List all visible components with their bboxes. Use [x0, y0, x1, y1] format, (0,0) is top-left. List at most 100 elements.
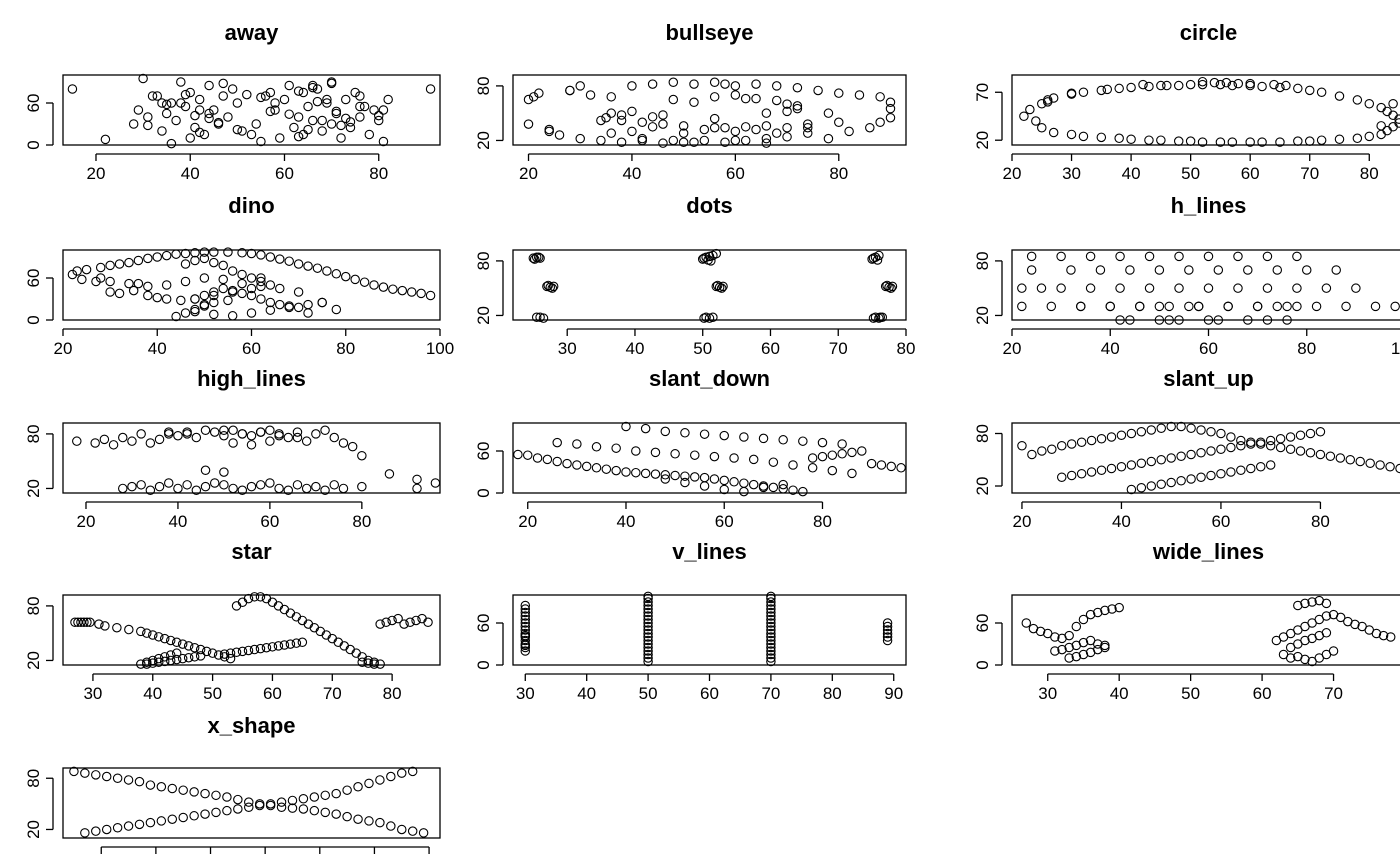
x-tick-label: 30 — [1062, 164, 1081, 183]
data-point — [643, 632, 653, 642]
data-point — [771, 81, 782, 91]
data-point — [199, 129, 210, 140]
data-point — [243, 593, 254, 604]
x-tick-label: 80 — [1360, 164, 1379, 183]
data-point — [275, 254, 285, 264]
data-point — [1293, 600, 1303, 611]
data-point — [152, 91, 163, 101]
data-point — [133, 105, 144, 115]
data-point — [108, 440, 119, 450]
data-point — [312, 263, 323, 273]
data-point — [233, 794, 243, 805]
y-tick-label: 80 — [24, 769, 43, 788]
x-tick-label: 40 — [148, 339, 167, 358]
y-tick-label: 20 — [474, 131, 493, 150]
data-point — [739, 432, 749, 442]
data-point — [255, 480, 266, 490]
data-point — [643, 618, 653, 628]
data-point — [730, 126, 741, 137]
data-point — [211, 790, 221, 801]
data-point — [1245, 80, 1255, 91]
x-tick-label: 80 — [1311, 512, 1330, 531]
data-point — [534, 88, 544, 98]
data-point — [284, 80, 294, 91]
data-point — [562, 458, 572, 469]
data-point — [1017, 301, 1027, 312]
data-point — [520, 604, 531, 614]
data-point — [1246, 439, 1256, 449]
data-point — [171, 311, 181, 322]
data-point — [621, 467, 631, 477]
data-point — [298, 804, 309, 814]
data-point — [1134, 301, 1145, 312]
data-point — [611, 443, 621, 453]
data-point — [1105, 301, 1116, 312]
data-point — [273, 641, 284, 651]
data-point — [823, 108, 834, 118]
x-tick-label: 80 — [1297, 339, 1316, 358]
data-point — [637, 135, 648, 146]
data-point — [766, 597, 776, 607]
data-point — [575, 133, 585, 144]
data-point — [699, 135, 710, 146]
data-point — [1385, 632, 1396, 642]
data-point — [1078, 87, 1089, 98]
data-point — [1037, 446, 1047, 456]
x-axis: 30 40 50 60 70 80 — [558, 328, 915, 358]
data-point — [81, 264, 92, 275]
data-point — [142, 628, 152, 638]
data-point — [758, 433, 769, 444]
data-point — [766, 591, 776, 602]
data-point — [228, 425, 238, 436]
data-point — [1156, 135, 1166, 145]
data-point — [1156, 423, 1166, 433]
data-point — [161, 99, 172, 110]
data-point — [222, 805, 232, 816]
data-point — [123, 775, 134, 785]
y-tick-label: 60 — [24, 269, 43, 288]
data-point — [308, 82, 318, 93]
data-point — [548, 281, 559, 292]
data-points — [67, 247, 436, 322]
data-point — [133, 278, 144, 289]
data-point — [200, 465, 211, 476]
data-point — [640, 468, 651, 479]
data-point — [1126, 484, 1137, 495]
data-point — [275, 283, 285, 294]
data-point — [782, 122, 792, 133]
data-point — [631, 446, 641, 456]
data-point — [739, 486, 749, 497]
data-point — [369, 659, 379, 669]
data-point — [1144, 283, 1155, 293]
data-point — [95, 262, 106, 273]
y-tick-label: 20 — [973, 306, 992, 325]
data-point — [547, 283, 558, 293]
data-point — [1136, 426, 1147, 437]
data-point — [317, 297, 327, 308]
data-point — [293, 259, 304, 269]
data-point — [807, 453, 818, 463]
data-point — [309, 805, 320, 816]
data-point — [1036, 283, 1047, 293]
data-point — [292, 432, 303, 443]
data-point — [244, 802, 254, 813]
data-point — [1114, 602, 1124, 613]
x-tick-label: 50 — [639, 684, 658, 703]
y-tick-label: 60 — [474, 614, 493, 633]
data-point — [128, 119, 139, 129]
data-point — [1295, 430, 1306, 440]
data-point — [331, 304, 342, 315]
data-point — [1126, 428, 1137, 439]
data-point — [572, 460, 582, 470]
data-point — [658, 110, 668, 120]
data-point — [185, 87, 195, 98]
data-point — [249, 592, 260, 602]
data-point — [200, 481, 211, 492]
x-tick-label: 20 — [519, 164, 538, 183]
data-point — [246, 283, 257, 294]
data-point — [1265, 460, 1276, 470]
data-point — [134, 776, 145, 787]
plot-frame — [1011, 74, 1400, 146]
